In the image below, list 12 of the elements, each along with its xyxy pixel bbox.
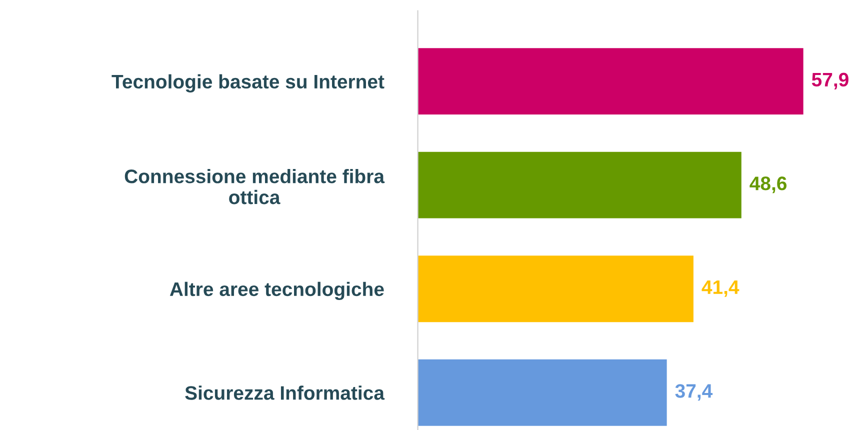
data-label: 41,4 (702, 280, 740, 297)
bar (418, 256, 694, 322)
y-tick-label: Tecnologie basate su Internet (112, 74, 384, 92)
data-label: 48,6 (750, 176, 787, 194)
bar (418, 152, 742, 218)
bar (418, 48, 804, 115)
bar (418, 359, 667, 426)
y-tick-label: Sicurezza Informatica (185, 386, 385, 400)
data-label: 57,9 (812, 72, 848, 90)
data-label: 37,4 (675, 384, 713, 401)
y-tick-label: Connessione mediante fibra ottica (124, 168, 385, 204)
y-tick-label: Altre aree tecnologiche (170, 282, 384, 300)
